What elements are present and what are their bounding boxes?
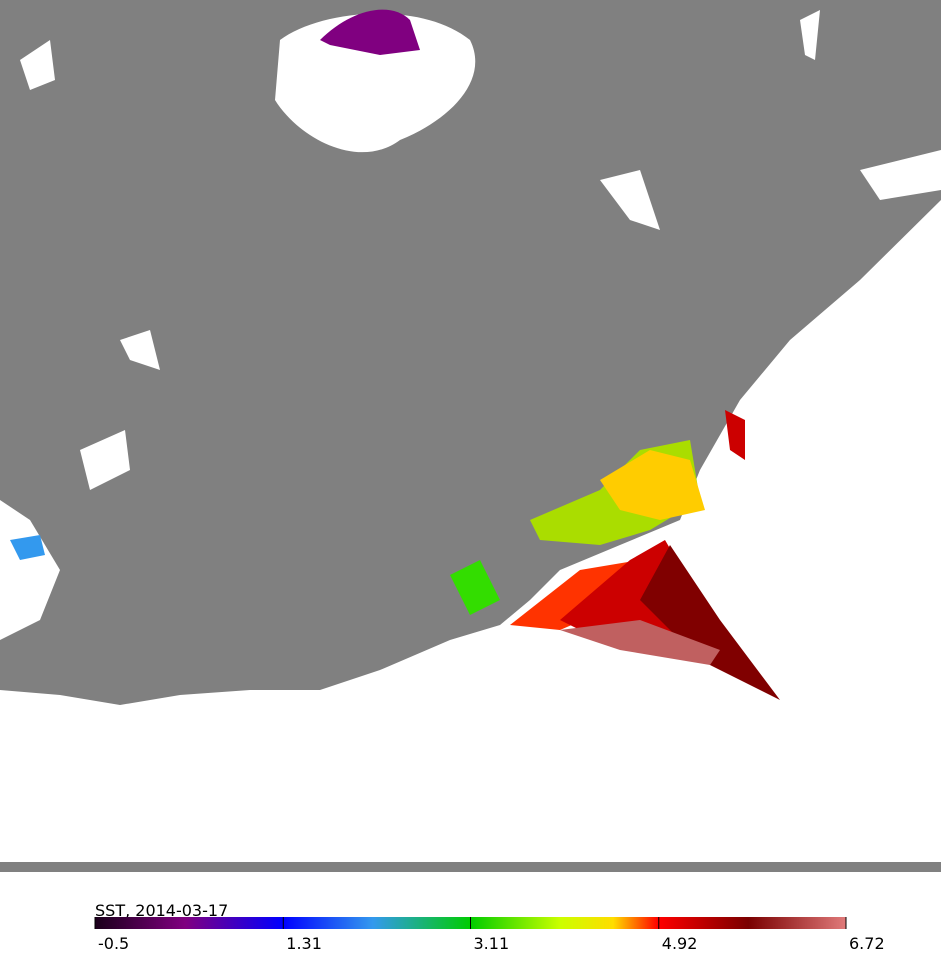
- colorbar-tick-label: -0.5: [98, 934, 129, 953]
- sst-patch: [320, 9, 420, 55]
- sst-patch: [10, 535, 45, 560]
- lake: [860, 150, 941, 200]
- sst-patch: [600, 450, 705, 520]
- colorbar-title: SST, 2014-03-17: [95, 901, 228, 920]
- colorbar-tick-label: 3.11: [474, 934, 510, 953]
- lake: [275, 13, 476, 153]
- sea-west: [0, 500, 60, 640]
- lake: [800, 10, 820, 60]
- colorbar-tick-label: 1.31: [286, 934, 322, 953]
- sst-patch: [640, 545, 780, 700]
- lake: [600, 170, 660, 230]
- sea: [0, 200, 941, 862]
- sst-patch: [725, 410, 745, 460]
- map-image: [0, 0, 941, 872]
- colorbar-tick-label: 6.72: [849, 934, 885, 953]
- image-border: [0, 862, 941, 872]
- lake: [120, 330, 160, 370]
- colorbar-tick-label: 4.92: [662, 934, 698, 953]
- sst-patch: [510, 560, 640, 630]
- sst-patch: [450, 560, 500, 615]
- lake: [80, 430, 130, 490]
- sst-patch: [560, 620, 720, 665]
- lake: [20, 40, 55, 90]
